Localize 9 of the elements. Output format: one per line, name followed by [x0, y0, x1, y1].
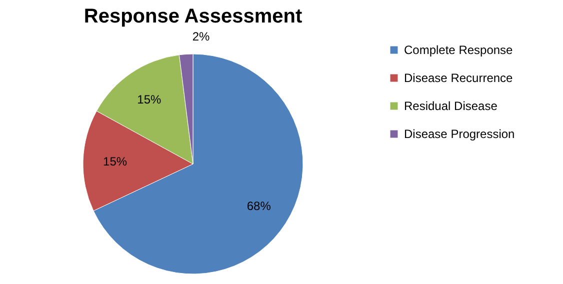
data-label: 15% [137, 92, 162, 106]
legend-label: Disease Recurrence [404, 71, 514, 85]
data-label: 15% [103, 154, 128, 169]
chart-title: Response Assessment [84, 5, 302, 28]
legend-label: Complete Response [404, 43, 514, 57]
data-label: 68% [246, 198, 272, 213]
legend-label: Disease Progression [404, 127, 515, 141]
legend-label: Residual Disease [404, 99, 498, 113]
data-label: 2% [192, 29, 210, 44]
